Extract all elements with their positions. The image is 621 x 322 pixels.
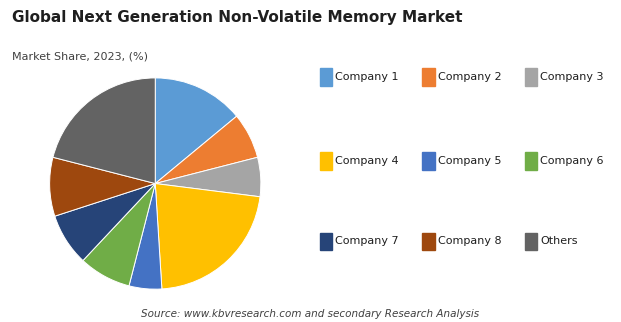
Text: Company 5: Company 5: [438, 156, 501, 166]
Wedge shape: [50, 157, 155, 216]
Wedge shape: [83, 184, 155, 286]
Text: Company 4: Company 4: [335, 156, 399, 166]
Wedge shape: [155, 184, 260, 289]
Text: Source: www.kbvresearch.com and secondary Research Analysis: Source: www.kbvresearch.com and secondar…: [142, 309, 479, 319]
Wedge shape: [155, 78, 237, 184]
Text: Others: Others: [540, 236, 578, 247]
Text: Company 6: Company 6: [540, 156, 604, 166]
Wedge shape: [53, 78, 155, 184]
Text: Company 3: Company 3: [540, 72, 604, 82]
Text: Company 8: Company 8: [438, 236, 501, 247]
Text: Company 2: Company 2: [438, 72, 501, 82]
Text: Company 1: Company 1: [335, 72, 399, 82]
Wedge shape: [129, 184, 162, 289]
Text: Global Next Generation Non-Volatile Memory Market: Global Next Generation Non-Volatile Memo…: [12, 10, 463, 25]
Text: Company 7: Company 7: [335, 236, 399, 247]
Wedge shape: [155, 157, 261, 197]
Wedge shape: [55, 184, 155, 260]
Wedge shape: [155, 116, 258, 184]
Text: Market Share, 2023, (%): Market Share, 2023, (%): [12, 52, 148, 62]
